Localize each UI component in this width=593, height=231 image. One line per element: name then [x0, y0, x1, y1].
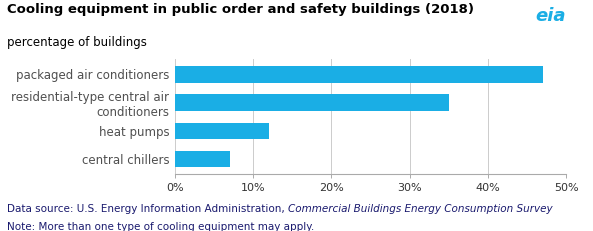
- Bar: [175, 151, 229, 167]
- Bar: [175, 123, 269, 139]
- Bar: [175, 94, 449, 111]
- Text: Note: More than one type of cooling equipment may apply.: Note: More than one type of cooling equi…: [7, 222, 314, 231]
- Text: Data source: U.S. Energy Information Administration,: Data source: U.S. Energy Information Adm…: [7, 204, 288, 214]
- Text: Cooling equipment in public order and safety buildings (2018): Cooling equipment in public order and sa…: [7, 3, 474, 16]
- Bar: [175, 66, 543, 82]
- Text: percentage of buildings: percentage of buildings: [7, 36, 147, 49]
- Text: eia: eia: [536, 7, 566, 25]
- Text: Commercial Buildings Energy Consumption Survey: Commercial Buildings Energy Consumption …: [288, 204, 553, 214]
